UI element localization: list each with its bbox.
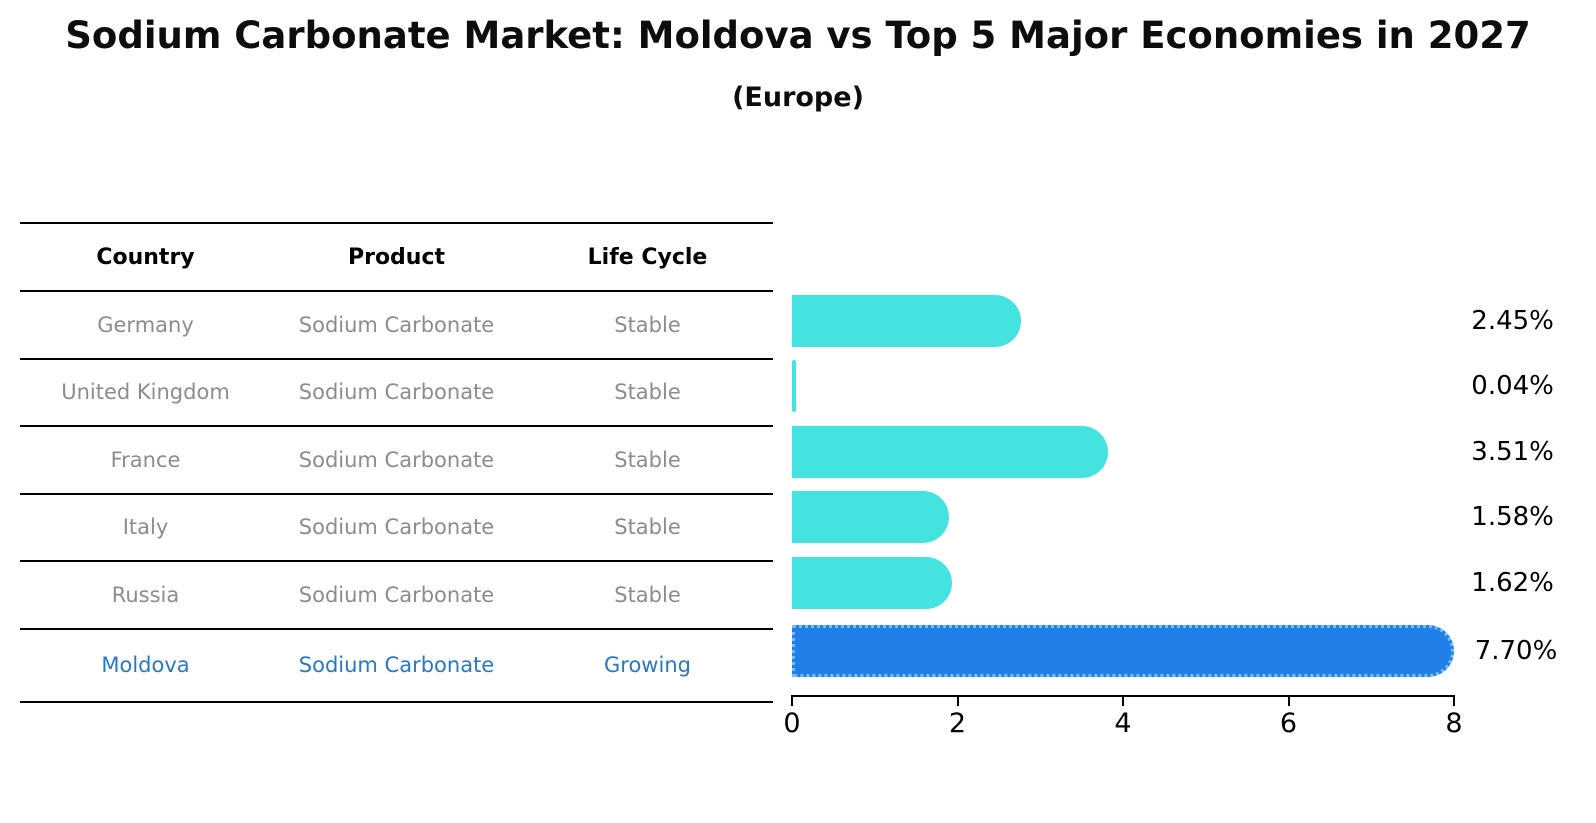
cell-life-cycle: Stable: [614, 582, 681, 607]
percent-label: 7.70%: [1474, 636, 1558, 666]
bar-chart: 2.45% 0.04% 3.51% 1.58% 1.62% 7.70%: [773, 222, 1570, 739]
x-axis-line: [791, 695, 1455, 697]
table-row: France Sodium Carbonate Stable: [20, 427, 773, 495]
x-tick-label: 4: [1114, 708, 1132, 739]
header-life-cycle: Life Cycle: [587, 244, 708, 270]
bar: [792, 556, 953, 609]
bar-track: [792, 485, 1447, 551]
bar-track: [792, 288, 1447, 354]
bar-row: 1.58%: [773, 485, 1570, 551]
percent-label: 3.51%: [1471, 436, 1554, 467]
cell-product: Sodium Carbonate: [298, 515, 495, 540]
cell-country: Moldova: [101, 653, 190, 677]
bar-row: 7.70%: [773, 616, 1570, 687]
cell-product: Sodium Carbonate: [298, 447, 495, 472]
content-area: Country Product Life Cycle Germany Sodiu…: [20, 222, 1570, 739]
table-row: Moldova Sodium Carbonate Growing: [20, 630, 773, 703]
x-tick-label: 0: [783, 708, 801, 739]
x-tick-mark: [791, 697, 793, 706]
x-tick-mark: [1287, 697, 1290, 706]
x-tick-mark: [1453, 697, 1455, 706]
bar: [792, 360, 796, 413]
table-row: Russia Sodium Carbonate Stable: [20, 562, 773, 630]
cell-country: Italy: [122, 515, 169, 540]
cell-product: Sodium Carbonate: [298, 653, 495, 677]
x-axis: 0 2 4 6 8: [783, 695, 1463, 739]
bar: [792, 491, 949, 544]
chart-subtitle: (Europe): [732, 82, 864, 113]
cell-life-cycle: Stable: [614, 380, 681, 405]
x-tick-mark: [1122, 697, 1124, 706]
bar-track: [792, 419, 1447, 485]
percent-label: 0.04%: [1471, 371, 1554, 402]
table-body: Germany Sodium Carbonate Stable United K…: [20, 292, 773, 703]
bar-row: 1.62%: [773, 550, 1570, 616]
bars-area: 2.45% 0.04% 3.51% 1.58% 1.62% 7.70%: [773, 288, 1570, 687]
table-row: United Kingdom Sodium Carbonate Stable: [20, 360, 773, 427]
cell-life-cycle: Stable: [614, 447, 681, 472]
header-product: Product: [347, 244, 446, 270]
x-tick-label: 8: [1445, 708, 1463, 739]
cell-country: United Kingdom: [61, 380, 230, 405]
bar-track: [792, 550, 1447, 616]
bar: [792, 294, 1021, 347]
cell-product: Sodium Carbonate: [298, 582, 495, 607]
bar-row: 0.04%: [773, 354, 1570, 420]
cell-life-cycle: Growing: [604, 653, 691, 677]
bar-row: 2.45%: [773, 288, 1570, 354]
cell-country: Germany: [97, 312, 194, 337]
cell-product: Sodium Carbonate: [298, 312, 495, 337]
cell-life-cycle: Stable: [614, 515, 681, 540]
header-country: Country: [96, 244, 195, 270]
bar-track: [792, 354, 1447, 420]
percent-label: 2.45%: [1471, 305, 1554, 336]
bar-row: 3.51%: [773, 419, 1570, 485]
x-tick-mark: [956, 697, 959, 706]
bar: [792, 625, 1454, 677]
table-row: Italy Sodium Carbonate Stable: [20, 495, 773, 562]
x-tick-label: 2: [948, 708, 967, 739]
bar: [792, 425, 1109, 478]
cell-product: Sodium Carbonate: [298, 380, 495, 405]
chart-title: Sodium Carbonate Market: Moldova vs Top …: [65, 14, 1531, 57]
percent-label: 1.62%: [1471, 567, 1554, 598]
cell-country: Russia: [111, 582, 180, 607]
x-tick-label: 6: [1279, 708, 1298, 739]
cell-life-cycle: Stable: [614, 312, 681, 337]
bar-track: [792, 616, 1454, 687]
table-row: Germany Sodium Carbonate Stable: [20, 292, 773, 360]
cell-country: France: [110, 447, 181, 472]
table-header-row: Country Product Life Cycle: [20, 222, 773, 292]
country-table: Country Product Life Cycle Germany Sodiu…: [20, 222, 773, 703]
percent-label: 1.58%: [1471, 502, 1554, 533]
